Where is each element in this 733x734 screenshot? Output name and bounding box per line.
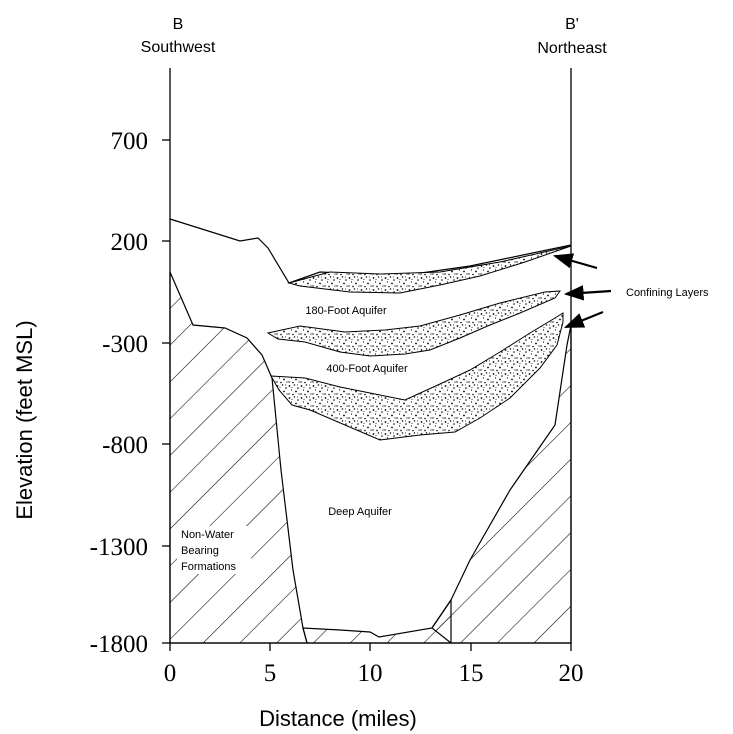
bedrock-left-hatch <box>169 271 308 644</box>
y-tick-label: 700 <box>111 128 149 155</box>
y-ticks <box>162 139 170 644</box>
right-end-direction: Northeast <box>537 40 607 57</box>
left-end-direction: Southwest <box>141 39 216 56</box>
aquifer-label-180ft: 180-Foot Aquifer <box>305 305 387 317</box>
right-end-label: B' <box>565 16 579 33</box>
non-water-label-line: Non-Water <box>181 529 234 541</box>
callout-arrow-upper <box>552 253 598 270</box>
x-tick-label: 10 <box>358 660 383 687</box>
y-tick-label: -300 <box>102 331 148 358</box>
callout-arrow-lower <box>563 310 604 329</box>
upper-confining-layer <box>287 245 572 294</box>
x-tick-label: 5 <box>264 660 277 687</box>
lower-confining-layer <box>270 312 564 441</box>
x-tick-label: 20 <box>559 660 584 687</box>
x-ticks <box>169 643 572 651</box>
confining-layers-label: Confining Layers <box>626 287 709 299</box>
non-water-label-line: Formations <box>181 561 237 573</box>
left-end-label: B <box>173 16 184 33</box>
bedrock-bottom-hatch <box>302 598 452 644</box>
y-tick-label: 200 <box>111 229 149 256</box>
y-axis-title: Elevation (feet MSL) <box>12 320 37 519</box>
non-water-label-line: Bearing <box>181 545 219 557</box>
x-tick-label: 15 <box>459 660 484 687</box>
y-tick-label: -1300 <box>90 534 148 561</box>
y-tick-label: -800 <box>102 432 148 459</box>
y-tick-label: -1800 <box>90 631 148 658</box>
x-tick-label: 0 <box>164 660 177 687</box>
x-axis-title: Distance (miles) <box>259 706 417 731</box>
aquifer-label-400ft: 400-Foot Aquifer <box>326 363 408 375</box>
non-water-label-background <box>177 526 251 574</box>
middle-confining-layer <box>266 290 562 357</box>
aquifer-label-deep: Deep Aquifer <box>328 506 392 518</box>
callout-arrow-middle <box>563 285 612 301</box>
